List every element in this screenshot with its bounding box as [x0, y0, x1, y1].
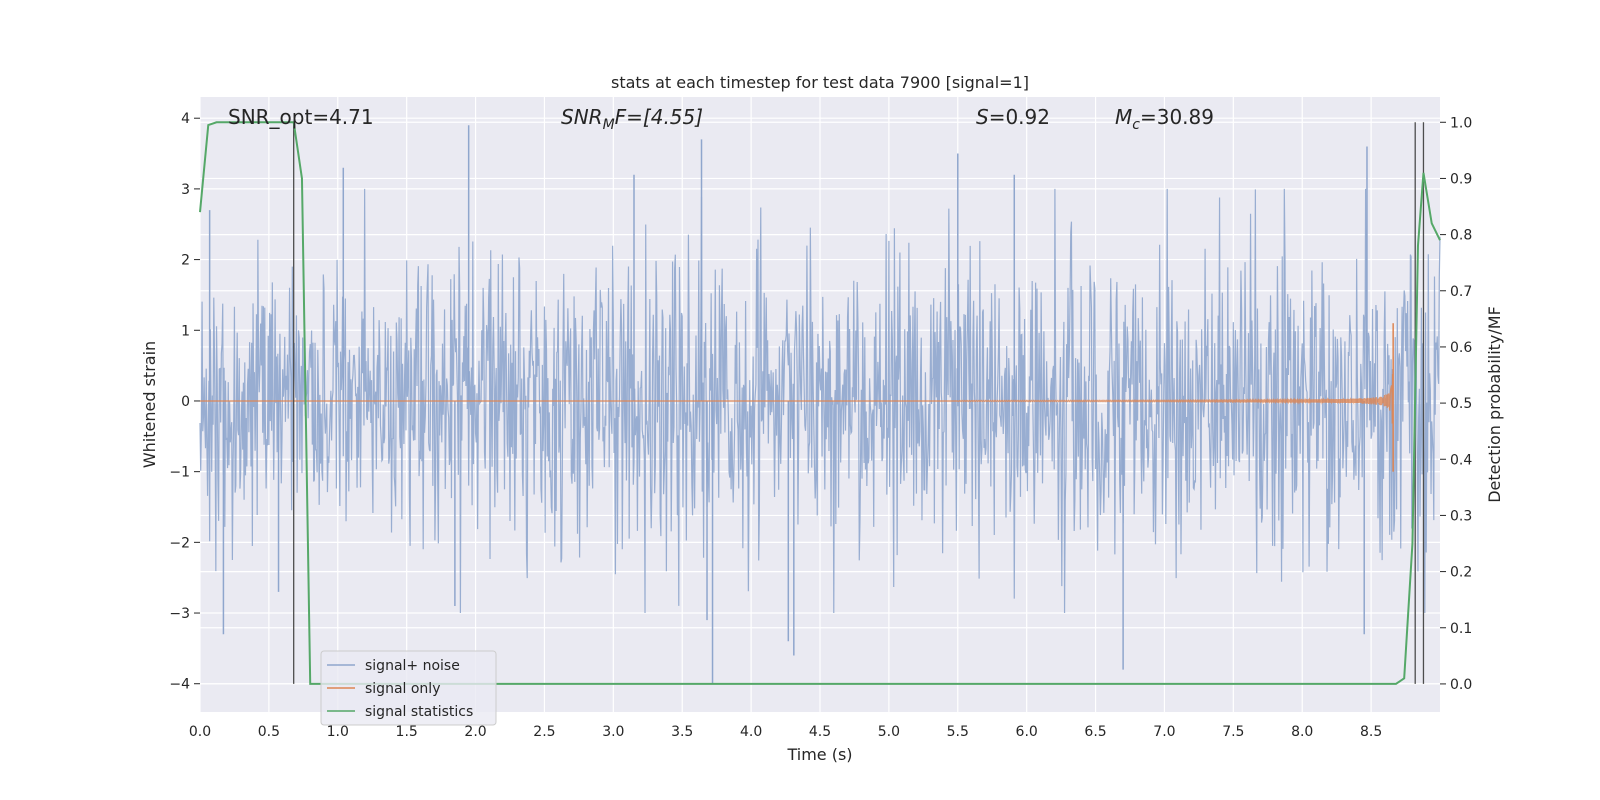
- x-tick-label: 3.0: [602, 724, 624, 740]
- y-axis-label: Whitened strain: [140, 341, 159, 468]
- annotation-snr-opt: SNR_opt=4.71: [228, 105, 374, 129]
- y-right-tick-label: 0.8: [1450, 228, 1472, 244]
- x-tick-label: 2.5: [533, 724, 555, 740]
- x-tick-label: 6.0: [1016, 724, 1038, 740]
- x-tick-label: 4.5: [809, 724, 831, 740]
- annotation-s-rest: =0.92: [989, 105, 1050, 129]
- legend: signal+ noise signal only signal statist…: [320, 650, 497, 726]
- series-line-signal-noise: [199, 188, 1441, 614]
- y-tick-label: −4: [169, 677, 190, 693]
- x-tick-label: 8.0: [1291, 724, 1313, 740]
- legend-label-signal-statistics: signal statistics: [365, 704, 473, 720]
- y-right-tick-label: 0.9: [1450, 171, 1472, 187]
- y-tick-label: 1: [181, 323, 190, 339]
- x-tick-label: 2.0: [464, 724, 486, 740]
- y-right-tick-label: 0.5: [1450, 396, 1472, 412]
- y-axis-label-right: Detection probability/MF: [1485, 306, 1504, 503]
- y-right-tick-label: 0.3: [1450, 508, 1472, 524]
- x-tick-label: 0.5: [258, 724, 280, 740]
- x-tick-label: 7.5: [1222, 724, 1244, 740]
- x-tick-label: 8.5: [1360, 724, 1382, 740]
- legend-label-signal-only: signal only: [365, 681, 440, 697]
- y-tick-label: 0: [181, 394, 190, 410]
- x-tick-label: 1.0: [327, 724, 349, 740]
- annotation-mc-rest: =30.89: [1140, 105, 1214, 129]
- legend-label-signal-noise: signal+ noise: [365, 658, 460, 674]
- y-right-tick-label: 1.0: [1450, 115, 1472, 131]
- legend-box: [320, 650, 497, 726]
- axis-ticks: 0.0 0.5 1.0 1.5 2.0 2.5 3.0 3.5 4.0 4.5 5.0 5.5 6.0 6…: [169, 111, 1472, 740]
- x-tick-label: 0.0: [189, 724, 211, 740]
- x-tick-label: 6.5: [1084, 724, 1106, 740]
- x-tick-label: 1.5: [396, 724, 418, 740]
- y-right-tick-label: 0.7: [1450, 284, 1472, 300]
- y-tick-label: −2: [169, 535, 190, 551]
- annotation-snr-mf-sub: M: [603, 117, 615, 133]
- series-signal-only: [200, 323, 1394, 472]
- x-tick-label: 5.0: [878, 724, 900, 740]
- y-tick-label: −1: [169, 465, 190, 481]
- y-right-tick-label: 0.0: [1450, 677, 1472, 693]
- annotation-snr-mf: SNRMF=[4.55]: [561, 105, 703, 133]
- y-right-tick-label: 0.1: [1450, 621, 1472, 637]
- y-right-tick-label: 0.4: [1450, 452, 1472, 468]
- series-signal-noise: [199, 125, 1441, 684]
- y-tick-label: 2: [181, 253, 190, 269]
- grid-lines: [199, 97, 1440, 712]
- annotation-snr-mf-rest: F=[4.55]: [615, 105, 703, 129]
- y-right-tick-label: 0.6: [1450, 340, 1472, 356]
- y-right-tick-label: 0.2: [1450, 565, 1472, 581]
- x-tick-label: 5.5: [947, 724, 969, 740]
- chart-title: stats at each timestep for test data 790…: [611, 73, 1029, 92]
- annotation-s: S=0.92: [976, 105, 1050, 129]
- series-signal-statistics: [199, 121, 1441, 685]
- series-line-signal-statistics: [199, 121, 1441, 685]
- x-tick-label: 3.5: [671, 724, 693, 740]
- x-tick-label: 7.0: [1153, 724, 1175, 740]
- y-tick-label: −3: [169, 606, 190, 622]
- annotation-mc-main: M: [1115, 105, 1132, 129]
- y-tick-label: 3: [181, 182, 190, 198]
- x-tick-label: 4.0: [740, 724, 762, 740]
- y-tick-label: 4: [181, 111, 190, 127]
- annotation-mc: Mc=30.89: [1115, 105, 1214, 133]
- annotation-snr-mf-main: SNR: [561, 105, 603, 129]
- series-line-signal-only: [957, 356, 1394, 424]
- annotation-mc-sub: c: [1132, 117, 1140, 133]
- x-axis-label: Time (s): [786, 745, 852, 764]
- annotation-s-main: S: [976, 105, 989, 129]
